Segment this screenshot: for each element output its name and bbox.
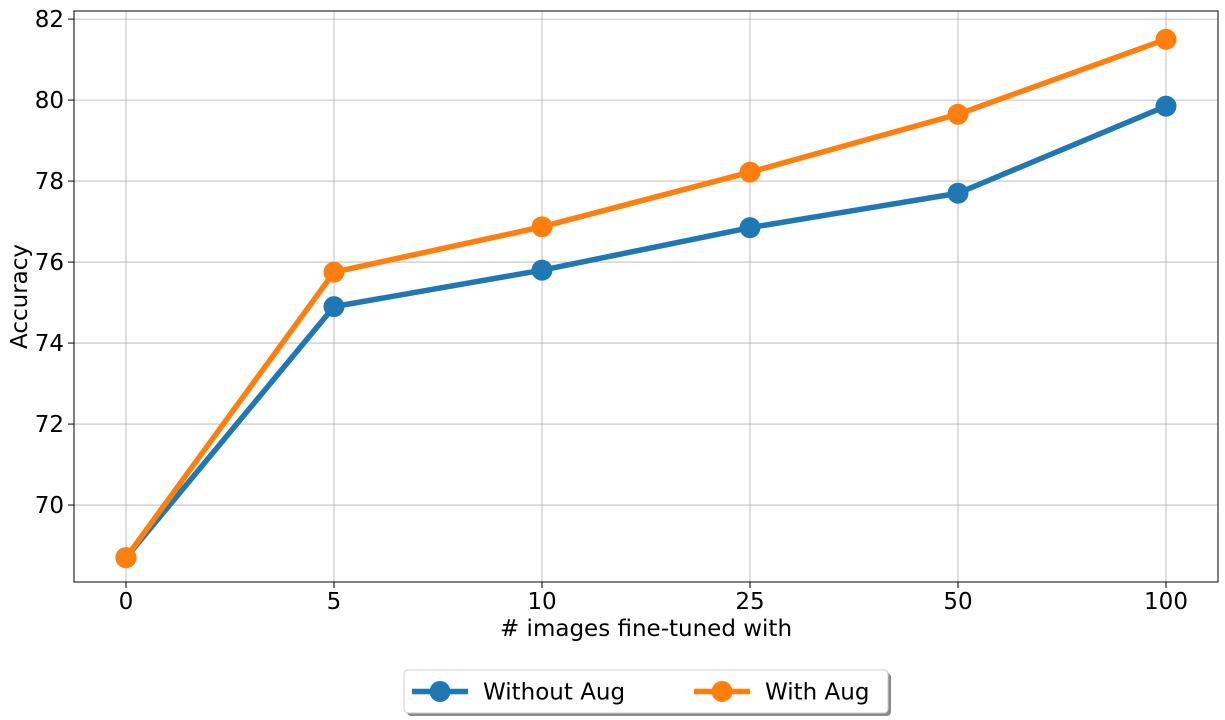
x-axis-ticks: 0 5 10 25 50 100 bbox=[119, 582, 1188, 615]
data-point bbox=[115, 547, 137, 569]
series-line bbox=[123, 36, 1167, 560]
data-point bbox=[739, 161, 761, 183]
data-point bbox=[531, 216, 553, 238]
y-tick-label: 76 bbox=[35, 250, 64, 276]
legend-label: With Aug bbox=[765, 680, 869, 706]
legend-entry: With Aug bbox=[694, 680, 869, 706]
series-line bbox=[123, 103, 1168, 560]
data-point bbox=[947, 182, 969, 204]
legend-entry: Without Aug bbox=[412, 680, 625, 706]
x-axis-label: # images fine-tuned with bbox=[500, 616, 792, 642]
series-layer bbox=[115, 28, 1177, 569]
plot-frame bbox=[73, 10, 1219, 583]
x-tick-label: 25 bbox=[735, 589, 764, 615]
y-tick-label: 80 bbox=[35, 88, 64, 114]
data-point bbox=[947, 103, 969, 125]
data-point bbox=[1155, 95, 1177, 117]
x-tick-label: 5 bbox=[327, 589, 342, 615]
legend: Without Aug With Aug bbox=[403, 669, 891, 716]
legend-marker bbox=[429, 681, 451, 702]
series-without-aug bbox=[115, 95, 1177, 569]
y-tick-label: 82 bbox=[35, 7, 64, 33]
x-tick-label: 10 bbox=[527, 589, 556, 615]
y-tick-label: 70 bbox=[35, 493, 64, 519]
x-tick-label: 100 bbox=[1144, 589, 1188, 615]
y-tick-label: 72 bbox=[35, 412, 64, 438]
data-point bbox=[531, 259, 553, 281]
series-with-aug bbox=[115, 28, 1177, 569]
legend-box bbox=[403, 669, 889, 714]
y-tick-label: 74 bbox=[35, 331, 64, 357]
legend-label: Without Aug bbox=[483, 680, 625, 706]
legend-marker bbox=[711, 681, 733, 702]
y-tick-label: 78 bbox=[35, 169, 64, 195]
x-tick-label: 0 bbox=[119, 589, 134, 615]
y-axis-ticks: 70 72 74 76 78 80 82 bbox=[35, 7, 74, 519]
data-point bbox=[323, 296, 345, 318]
data-point bbox=[739, 217, 761, 239]
grid bbox=[74, 11, 1218, 582]
y-axis-label: Accuracy bbox=[7, 244, 33, 349]
data-point bbox=[1155, 28, 1177, 50]
x-tick-label: 50 bbox=[943, 589, 972, 615]
data-point bbox=[323, 261, 345, 283]
